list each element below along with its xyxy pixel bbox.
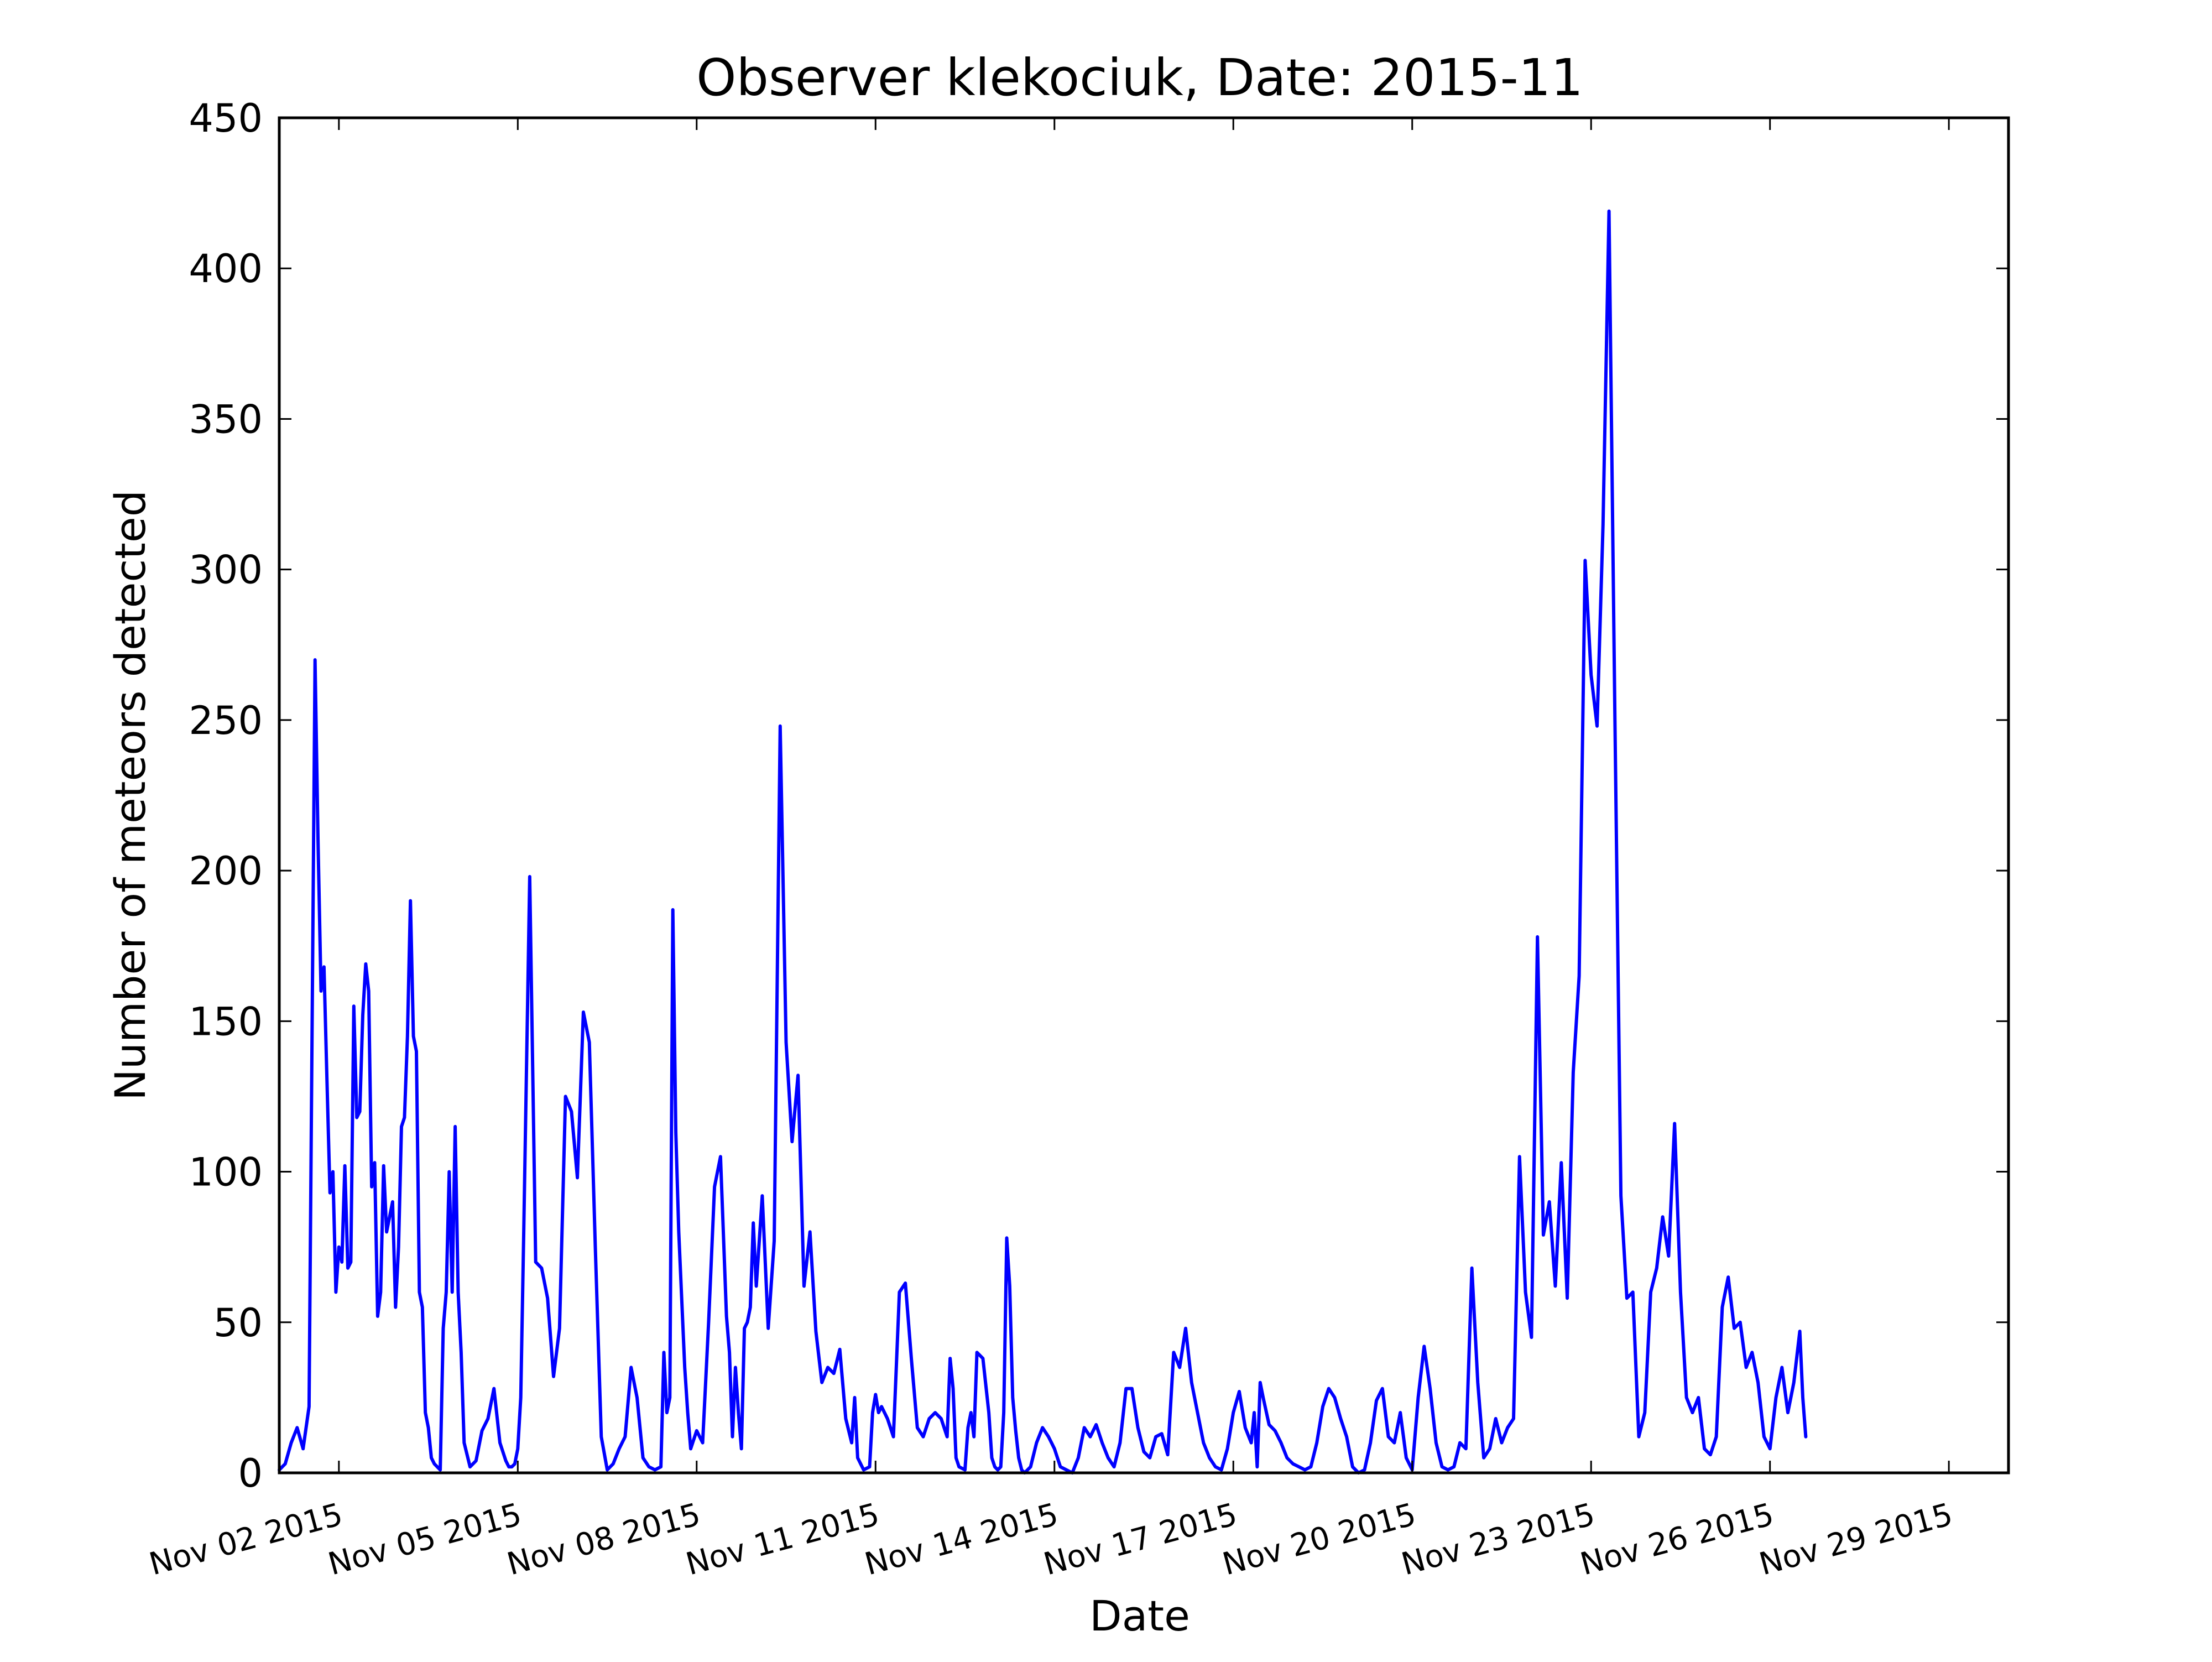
xtick-label-9: Nov 29 2015 <box>1756 1497 1957 1583</box>
x-axis-label: Date <box>1089 1591 1190 1640</box>
xtick-label-5: Nov 17 2015 <box>1040 1497 1241 1583</box>
ytick-label-250: 250 <box>189 698 263 743</box>
ytick-label-200: 200 <box>189 848 263 894</box>
xtick-label-1: Nov 05 2015 <box>325 1497 525 1583</box>
xtick-label-4: Nov 14 2015 <box>861 1497 1062 1583</box>
series-layer <box>278 209 1808 1475</box>
ytick-label-450: 450 <box>189 96 263 141</box>
ytick-label-150: 150 <box>189 999 263 1044</box>
xtick-label-2: Nov 08 2015 <box>503 1497 704 1583</box>
plot-frame <box>278 116 2010 1475</box>
ytick-label-50: 50 <box>213 1300 263 1346</box>
chart-title: Observer klekociuk, Date: 2015-11 <box>696 48 1583 107</box>
ytick-label-100: 100 <box>189 1150 263 1195</box>
ytick-label-0: 0 <box>238 1451 263 1496</box>
y-axis-label: Number of meteors detected <box>106 490 155 1101</box>
series-line-meteors <box>278 209 1808 1475</box>
y-axis-ticks: 0 50 100 150 200 250 300 350 400 450 <box>189 96 2008 1496</box>
ytick-label-300: 300 <box>189 548 263 593</box>
xtick-label-7: Nov 23 2015 <box>1398 1497 1599 1583</box>
xtick-label-6: Nov 20 2015 <box>1219 1497 1420 1583</box>
ytick-label-350: 350 <box>189 397 263 442</box>
xtick-label-3: Nov 11 2015 <box>682 1497 883 1583</box>
xtick-label-8: Nov 26 2015 <box>1577 1497 1777 1583</box>
xtick-label-0: Nov 02 2015 <box>145 1497 346 1583</box>
ytick-label-400: 400 <box>189 246 263 291</box>
